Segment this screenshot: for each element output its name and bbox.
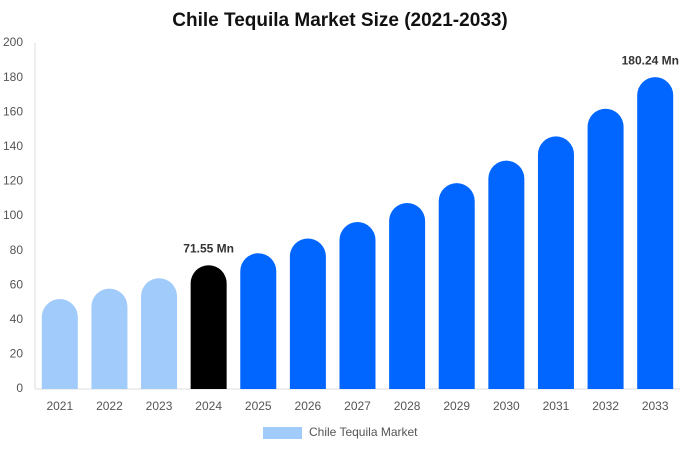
bar xyxy=(438,183,475,389)
x-tick-label: 2027 xyxy=(344,399,371,413)
bar xyxy=(488,160,525,389)
y-tick-label: 60 xyxy=(10,277,24,291)
y-tick-label: 200 xyxy=(3,35,23,49)
bar xyxy=(637,77,674,389)
x-tick-label: 2023 xyxy=(146,399,173,413)
x-tick-label: 2025 xyxy=(245,399,272,413)
bar xyxy=(587,108,624,390)
x-tick-label: 2021 xyxy=(46,399,73,413)
y-tick-label: 100 xyxy=(3,208,23,222)
y-tick-label: 0 xyxy=(16,381,23,395)
x-tick-label: 2033 xyxy=(642,399,669,413)
bar xyxy=(289,238,326,389)
bar xyxy=(91,288,128,389)
bar xyxy=(339,222,376,389)
value-label: 71.55 Mn xyxy=(183,241,234,255)
bar xyxy=(389,203,426,389)
y-tick-label: 140 xyxy=(3,139,23,153)
bar xyxy=(537,136,574,389)
x-tick-label: 2026 xyxy=(295,399,322,413)
y-tick-label: 80 xyxy=(10,243,24,257)
x-tick-label: 2032 xyxy=(592,399,619,413)
y-tick-label: 160 xyxy=(3,104,23,118)
y-tick-label: 180 xyxy=(3,70,23,84)
y-tick-label: 120 xyxy=(3,174,23,188)
legend-label: Chile Tequila Market xyxy=(309,425,418,439)
value-label: 180.24 Mn xyxy=(622,53,679,67)
bar xyxy=(240,253,277,389)
y-tick-label: 20 xyxy=(10,347,24,361)
x-tick-label: 2029 xyxy=(443,399,470,413)
bar xyxy=(190,265,227,389)
legend-swatch xyxy=(263,427,302,439)
bar xyxy=(141,278,178,389)
x-tick-label: 2030 xyxy=(493,399,520,413)
x-tick-label: 2031 xyxy=(543,399,570,413)
bar xyxy=(41,299,78,389)
chart-title: Chile Tequila Market Size (2021-2033) xyxy=(172,10,507,31)
y-tick-label: 40 xyxy=(10,312,24,326)
x-tick-label: 2028 xyxy=(394,399,421,413)
x-tick-label: 2022 xyxy=(96,399,123,413)
x-tick-label: 2024 xyxy=(195,399,222,413)
